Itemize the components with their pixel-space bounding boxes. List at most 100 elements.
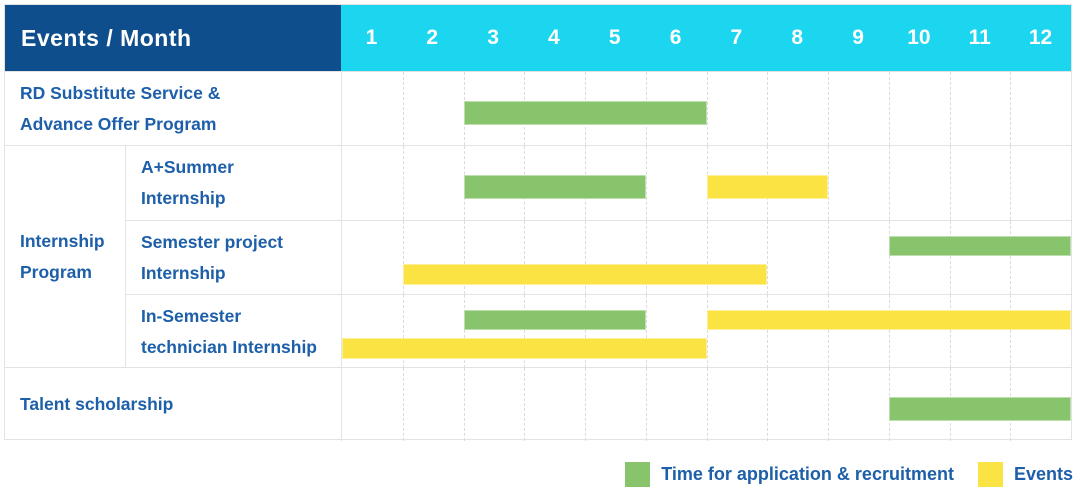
row-label-semester-project: Semester project Internship	[126, 221, 341, 294]
month-label: 4	[548, 26, 560, 49]
month-gridline	[463, 368, 465, 441]
table-row: In-Semester technician Internship	[126, 294, 1071, 368]
row-label-line: Talent scholarship	[20, 394, 174, 414]
month-gridline	[645, 221, 647, 294]
month-gridline	[524, 221, 526, 294]
month-label: 1	[365, 26, 378, 49]
row-label-line: In-Semester	[141, 305, 242, 326]
application-bar	[888, 236, 1071, 256]
month-label: 12	[1028, 26, 1053, 49]
month-gridline	[585, 221, 586, 294]
application-bar	[463, 101, 707, 125]
legend-item-application: Time for application & recruitment	[625, 462, 954, 487]
events-bar	[706, 175, 828, 199]
events-bar	[402, 264, 768, 285]
table-row: Semester project Internship	[126, 220, 1071, 294]
month-gridline	[888, 221, 890, 294]
month-gridline	[402, 146, 404, 220]
row-label-talent-scholarship: Talent scholarship	[5, 368, 341, 441]
month-gridline	[828, 368, 829, 441]
legend-item-events: Events	[977, 462, 1073, 487]
month-header-row: 1 2 3 4 5 6 7 8 9 10 11 12	[341, 5, 1071, 71]
month-gridline	[828, 295, 829, 368]
month-gridline	[645, 368, 647, 441]
table-row: A+Summer Internship	[126, 146, 1071, 220]
month-gridline	[1010, 221, 1012, 294]
row-label-line: technician Internship	[141, 336, 317, 357]
row-timeline	[341, 368, 1071, 441]
month-gridline	[949, 221, 951, 294]
group-label-internship-program: Internship Program	[5, 146, 125, 367]
month-gridline	[402, 221, 404, 294]
row-timeline	[341, 72, 1071, 145]
legend-label-events: Events	[1013, 464, 1073, 484]
month-gridline	[828, 72, 829, 145]
row-label-line: Advance Offer Program	[20, 113, 217, 134]
month-gridline	[524, 295, 526, 368]
month-label: 2	[426, 26, 439, 49]
month-gridline	[767, 221, 769, 294]
events-swatch-icon	[977, 462, 1003, 487]
month-label: 7	[730, 26, 743, 49]
month-gridline	[1010, 295, 1012, 368]
month-label: 9	[852, 26, 864, 49]
month-gridline	[888, 295, 890, 368]
table-row: RD Substitute Service & Advance Offer Pr…	[5, 71, 1071, 145]
month-label: 6	[669, 26, 682, 49]
month-gridline	[585, 295, 586, 368]
schedule-table: Events / Month 1 2 3 4 5 6 7 8 9 10 11 12 RD Substi…	[4, 4, 1072, 441]
month-label: 3	[487, 26, 499, 49]
legend-label-application: Time for application & recruitment	[661, 464, 954, 484]
row-timeline	[341, 295, 1071, 368]
row-label-line: A+Summer	[141, 157, 234, 177]
application-bar	[463, 175, 646, 199]
group-label-line: Internship	[20, 230, 105, 251]
row-timeline	[341, 146, 1071, 220]
month-gridline	[1010, 146, 1012, 220]
month-gridline	[645, 146, 647, 220]
row-label-line: RD Substitute Service &	[20, 82, 221, 103]
events-bar	[342, 338, 707, 359]
month-gridline	[463, 295, 465, 368]
month-gridline	[888, 72, 890, 145]
application-bar	[888, 397, 1071, 421]
row-timeline	[341, 221, 1071, 294]
group-subrows: A+Summer Internship Semester project Int…	[125, 146, 1071, 368]
month-label: 11	[968, 26, 991, 49]
month-gridline	[767, 295, 769, 368]
table-row: Talent scholarship	[5, 367, 1071, 441]
application-bar	[463, 310, 646, 330]
events-month-header: Events / Month	[5, 5, 341, 71]
month-gridline	[706, 368, 708, 441]
month-label: 8	[791, 26, 804, 49]
month-gridline	[585, 368, 586, 441]
month-gridline	[402, 72, 404, 145]
month-gridline	[949, 146, 951, 220]
row-label-rd-substitute: RD Substitute Service & Advance Offer Pr…	[5, 72, 341, 145]
internship-program-group: Internship Program A+Summer Internship S…	[5, 145, 1071, 368]
month-label: 10	[907, 26, 931, 49]
month-gridline	[706, 295, 708, 368]
month-gridline	[949, 72, 951, 145]
month-gridline	[402, 295, 404, 368]
month-gridline	[828, 221, 829, 294]
row-label-line: Semester project	[141, 231, 284, 252]
month-gridline	[524, 368, 526, 441]
month-gridline	[767, 72, 769, 145]
month-gridline	[402, 368, 404, 441]
month-gridline	[767, 368, 769, 441]
header-row: Events / Month 1 2 3 4 5 6 7 8 9 10 11 12	[5, 5, 1071, 71]
month-gridline	[645, 295, 647, 368]
month-gridline	[1010, 72, 1012, 145]
month-gridline	[463, 221, 465, 294]
month-gridline	[888, 146, 890, 220]
row-label-in-semester: In-Semester technician Internship	[126, 295, 341, 368]
group-label-line: Program	[20, 261, 92, 282]
row-label-a-summer: A+Summer Internship	[126, 146, 341, 220]
month-gridline	[828, 146, 829, 220]
row-label-line: Internship	[141, 262, 226, 283]
month-gridline	[706, 221, 708, 294]
events-bar	[706, 310, 1071, 330]
month-gridline	[706, 72, 708, 145]
